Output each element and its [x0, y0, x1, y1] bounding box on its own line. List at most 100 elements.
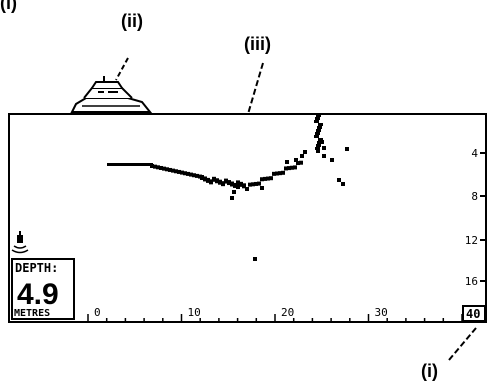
echo-pixel: [296, 161, 300, 166]
echo-pixel: [245, 187, 249, 191]
echo-pixel: [171, 168, 175, 173]
echo-pixel: [330, 158, 334, 162]
depth-axis: 4 8 12 16: [465, 147, 486, 288]
echo-pixel: [285, 160, 289, 164]
echo-pixel: [317, 141, 322, 144]
echo-pixel: [341, 182, 345, 186]
echo-pixel: [143, 163, 147, 166]
echo-pixel: [316, 150, 320, 153]
range-tick-label: 10: [188, 306, 201, 319]
echo-pixel: [218, 179, 222, 185]
echo-pixel: [189, 172, 193, 177]
echo-pixel: [206, 177, 210, 183]
echo-pixel: [317, 126, 322, 129]
echo-pixel: [242, 183, 246, 189]
echo-pixel: [203, 176, 207, 182]
echo-pixel: [314, 120, 319, 123]
depth-tick-label: 8: [471, 190, 478, 203]
range-leader-line: [448, 327, 477, 361]
echo-pixel: [251, 182, 255, 187]
depth-unit: METRES: [14, 308, 50, 319]
echo-pixel: [113, 163, 117, 166]
echo-pixel: [316, 114, 321, 117]
depth-label: DEPTH:: [15, 261, 58, 275]
echo-pixel: [230, 181, 234, 187]
echo-pixel: [180, 170, 184, 175]
echo-pixel: [200, 175, 204, 180]
echo-pixel: [345, 147, 349, 151]
echo-pixel: [300, 154, 304, 158]
echo-pixel: [314, 135, 319, 138]
echo-pixel: [293, 165, 297, 170]
echo-pixel: [153, 164, 157, 169]
range-value: 40: [466, 307, 480, 321]
echo-pixel: [131, 163, 135, 166]
echo-pixel: [254, 181, 258, 186]
echo-pixel: [146, 163, 150, 166]
transducer-icon: [11, 231, 29, 254]
echo-pixel: [284, 166, 288, 171]
sounder-screen: [8, 113, 487, 323]
echo-pixel: [150, 164, 154, 168]
echo-pixel: [239, 181, 243, 187]
echo-pixel: [230, 196, 234, 200]
echo-pixel: [186, 171, 190, 176]
depth-value: 4.9: [17, 278, 59, 311]
echo-pixel: [125, 163, 129, 166]
echo-pixel: [177, 169, 181, 174]
boat-leader-line: [115, 57, 129, 81]
range-tick-label: 30: [375, 306, 388, 319]
echo-pixel: [221, 181, 225, 187]
echo-pixel: [233, 182, 237, 188]
depth-tick-label: 12: [465, 234, 478, 247]
echo-pixel: [215, 178, 219, 184]
echo-pixel: [192, 173, 196, 178]
echo-pixel: [156, 165, 160, 170]
echo-pixel: [248, 182, 252, 187]
echo-pixel: [290, 165, 294, 170]
echo-pixel: [281, 170, 285, 175]
echo-pixel: [162, 166, 166, 171]
echo-pixel: [110, 163, 114, 166]
echo-pixel: [119, 163, 123, 166]
echo-pixel: [253, 257, 257, 261]
echo-pixel: [316, 129, 321, 132]
echo-pixel: [260, 177, 264, 182]
depth-tick-label: 16: [465, 275, 478, 288]
echo-pixel: [316, 144, 321, 147]
echo-pixel: [303, 150, 307, 154]
range-callout-label: (i): [421, 361, 438, 381]
echo-pixel: [140, 163, 144, 166]
echo-pixel: [315, 147, 320, 150]
echo-pixel: [257, 181, 261, 186]
seabed-callout-label: (iii): [244, 34, 271, 54]
echo-pixel: [320, 140, 324, 144]
echo-pixel: [212, 176, 216, 182]
echo-pixel: [116, 163, 120, 166]
echo-pixel: [209, 179, 213, 185]
figure-part-label: (i): [0, 0, 17, 13]
echo-pixel: [168, 167, 172, 172]
echo-pixel: [134, 163, 138, 166]
echo-pixel: [315, 117, 320, 120]
echo-pixel: [174, 169, 178, 174]
echo-pixel: [236, 185, 240, 189]
echo-pixel: [272, 171, 276, 176]
echo-pixel: [183, 171, 187, 176]
echo-pixel: [315, 132, 320, 135]
depth-readout-box: [11, 258, 75, 320]
echo-pixel: [318, 138, 323, 141]
range-box: [462, 305, 486, 322]
echo-pixel: [266, 176, 270, 181]
depth-tick-label: 4: [471, 147, 478, 160]
echo-pixel: [294, 158, 298, 162]
echo-pixel: [165, 167, 169, 172]
echo-pixel: [122, 163, 126, 166]
echo-pixel: [318, 123, 323, 126]
echo-pixel: [278, 171, 282, 176]
echo-pixel: [269, 176, 273, 181]
range-axis: 0 10 20 30: [87, 306, 463, 322]
range-tick-label: 0: [94, 306, 101, 319]
